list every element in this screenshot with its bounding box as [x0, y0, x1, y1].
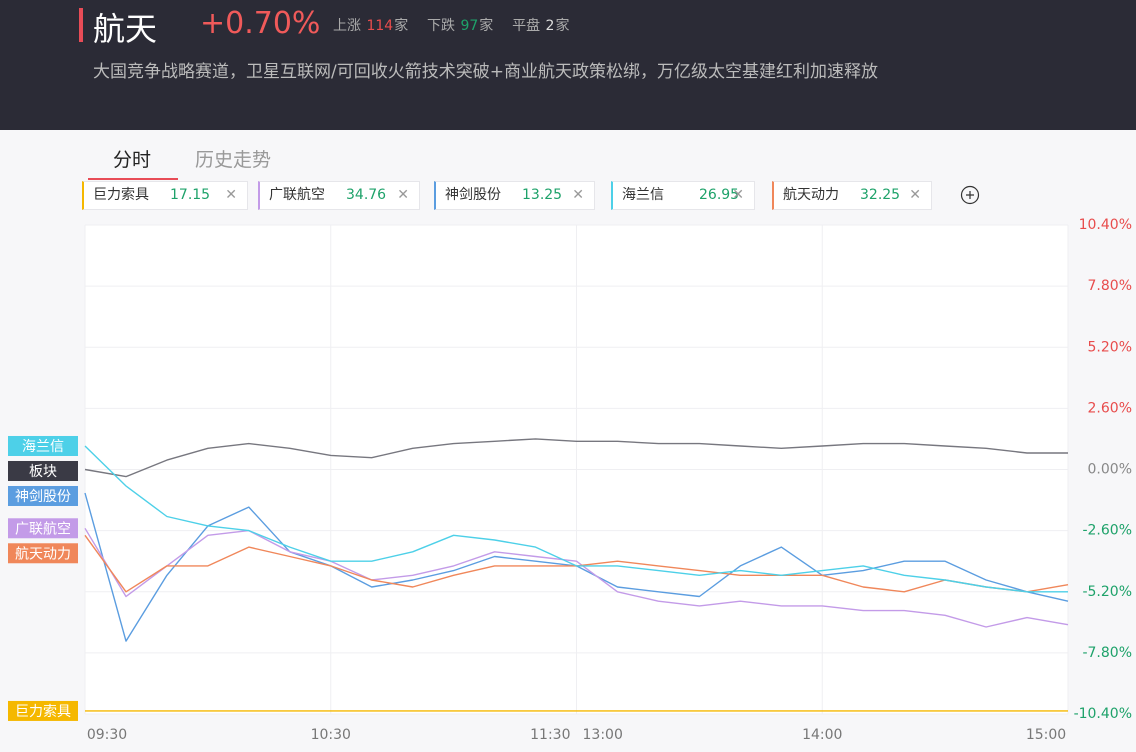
close-icon[interactable]: ✕	[732, 187, 744, 203]
stock-chip[interactable]: 海兰信 26.95 ✕	[611, 181, 755, 210]
x-tick-label: 13:00	[583, 727, 623, 743]
series-tag	[8, 543, 78, 564]
down-count: 97	[460, 18, 479, 34]
x-tick-label: 15:00	[1026, 727, 1066, 743]
sector-change: +0.70%	[200, 6, 321, 41]
x-tick-label: 10:30	[311, 727, 351, 743]
flat-unit: 家	[555, 18, 570, 34]
y-tick-label: 7.80%	[1088, 278, 1132, 294]
y-tick-label: 0.00%	[1088, 462, 1132, 478]
stock-chip[interactable]: 神剑股份 13.25 ✕	[434, 181, 595, 210]
y-tick-label: 2.60%	[1088, 400, 1132, 416]
up-count: 114	[366, 18, 394, 34]
breadth: 上涨 114家 下跌 97家 平盘 2家	[333, 15, 570, 35]
stock-name: 广联航空	[269, 187, 325, 203]
y-tick-label: -10.40%	[1074, 706, 1132, 722]
flat-count: 2	[545, 18, 555, 34]
stock-name: 海兰信	[622, 187, 664, 203]
close-icon[interactable]: ✕	[225, 187, 237, 203]
series-tag-label: 神剑股份	[15, 489, 71, 505]
tab[interactable]: 分时	[113, 149, 152, 171]
sector-title: 航天	[93, 10, 158, 48]
stock-price: 13.25	[522, 187, 563, 203]
accent-bar	[79, 8, 83, 42]
y-tick-label: -7.80%	[1082, 645, 1132, 661]
add-icon	[966, 191, 974, 199]
series-tag-label: 海兰信	[22, 439, 64, 455]
y-tick-label: -2.60%	[1082, 523, 1132, 539]
stock-name: 巨力索具	[93, 187, 149, 203]
close-icon[interactable]: ✕	[909, 187, 921, 203]
series-tag	[8, 460, 78, 481]
tabs: 分时 历史走势	[0, 131, 1136, 180]
x-tick-label: 11:30	[530, 727, 570, 743]
close-icon[interactable]: ✕	[572, 187, 584, 203]
series-tag-label: 航天动力	[15, 546, 71, 562]
up-label: 上涨	[333, 18, 361, 34]
y-tick-label: 5.20%	[1088, 339, 1132, 355]
stock-chip[interactable]: 航天动力 32.25 ✕	[772, 181, 932, 210]
series-tag	[8, 485, 78, 506]
close-icon[interactable]: ✕	[397, 187, 409, 203]
y-tick-label: 10.40%	[1079, 217, 1132, 233]
stock-name: 神剑股份	[445, 187, 501, 203]
tab[interactable]: 历史走势	[195, 149, 272, 171]
series-tag-label: 巨力索具	[15, 703, 71, 720]
add-button[interactable]	[960, 185, 980, 205]
stock-name: 航天动力	[783, 187, 839, 203]
series-tag	[8, 435, 78, 456]
series-tag	[8, 700, 78, 721]
header: 航天 +0.70% 上涨 114家 下跌 97家 平盘 2家 大国竞争战略赛道，…	[0, 0, 1136, 130]
stock-chip[interactable]: 巨力索具 17.15 ✕	[82, 181, 248, 210]
up-unit: 家	[394, 18, 409, 34]
series-tag-label: 广联航空	[15, 521, 71, 537]
stock-price: 34.76	[346, 187, 387, 203]
description: 大国竞争战略赛道，卫星互联网/可回收火箭技术突破+商业航天政策松绑，万亿级太空基…	[93, 62, 878, 82]
down-label: 下跌	[427, 18, 455, 34]
stock-price: 17.15	[170, 187, 211, 203]
stock-price: 32.25	[860, 187, 901, 203]
down-unit: 家	[479, 18, 494, 34]
x-tick-label: 14:00	[802, 727, 842, 743]
stock-price: 26.95	[699, 187, 740, 203]
y-tick-label: -5.20%	[1082, 584, 1132, 600]
tab-underline	[88, 178, 178, 180]
series-tag	[8, 518, 78, 539]
x-tick-label: 09:30	[87, 727, 127, 743]
series-line	[84, 438, 1068, 478]
series-line	[84, 445, 1068, 593]
stock-chip[interactable]: 广联航空 34.76 ✕	[258, 181, 420, 210]
series-tag-label: 板块	[29, 464, 57, 480]
flat-label: 平盘	[512, 18, 541, 34]
